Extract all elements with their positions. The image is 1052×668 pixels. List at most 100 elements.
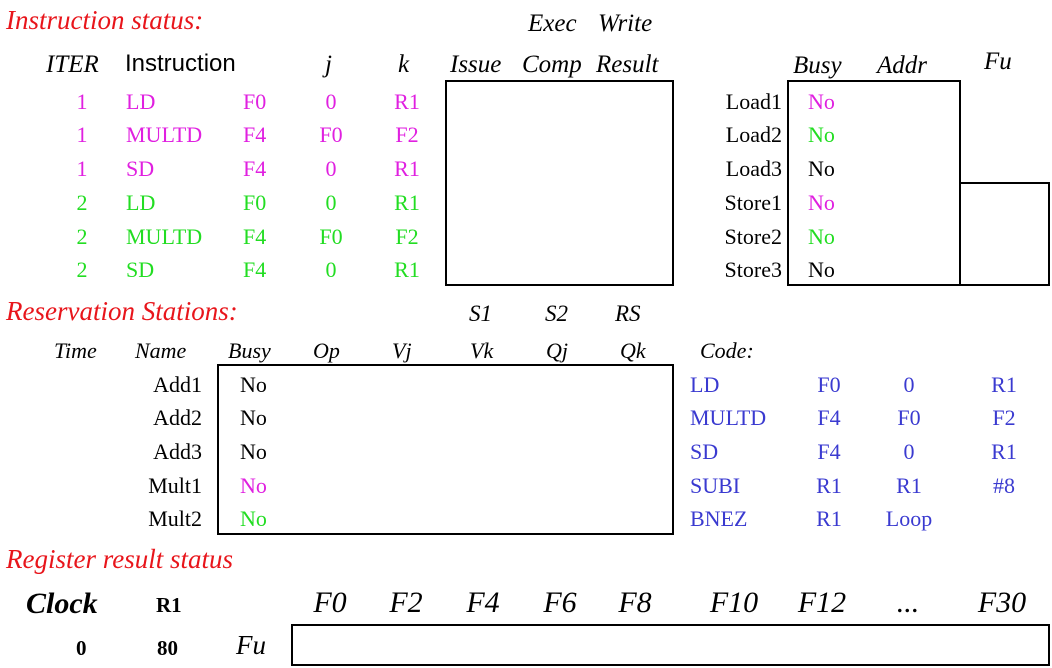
code-token: LD	[690, 372, 720, 397]
register-name: F8	[618, 586, 652, 619]
code-token: R1	[816, 506, 842, 531]
opcode: LD	[126, 89, 156, 114]
code-token: R1	[991, 439, 1017, 464]
code-token: #8	[993, 473, 1015, 498]
code-header: Code:	[700, 338, 754, 363]
instruction-status-heading: Instruction status:	[6, 5, 204, 35]
vj-header: Vj	[392, 338, 412, 363]
register-name: F10	[709, 586, 759, 619]
register-name: F2	[389, 586, 423, 619]
code-token: SUBI	[690, 473, 741, 498]
code-token: F0	[897, 405, 921, 430]
code-token: 0	[903, 372, 915, 397]
code-token: F0	[817, 372, 841, 397]
k-operand: R1	[394, 156, 420, 181]
k-operand: F2	[395, 122, 419, 147]
dest-register: F0	[243, 89, 267, 114]
station-busy: No	[240, 439, 267, 464]
station-name: Add3	[153, 439, 202, 464]
buffer-name: Load2	[725, 122, 782, 147]
reservation-stations-box	[217, 364, 674, 535]
r1-label: R1	[156, 593, 182, 617]
code-token: R1	[991, 372, 1017, 397]
issue-header: Issue	[450, 51, 502, 78]
j-operand: 0	[325, 156, 337, 181]
rs-header: RS	[615, 301, 641, 326]
busy-header-ls: Busy	[793, 52, 842, 79]
opcode: LD	[126, 190, 156, 215]
code-token: F4	[817, 405, 841, 430]
code-token: BNEZ	[690, 506, 748, 531]
buffer-name: Load1	[725, 89, 782, 114]
qk-header: Qk	[620, 338, 646, 363]
opcode: MULTD	[126, 122, 203, 147]
j-header: j	[325, 51, 332, 78]
store-fu-box	[959, 182, 1050, 286]
j-operand: 0	[325, 89, 337, 114]
code-token: SD	[690, 439, 719, 464]
code-token: F2	[992, 405, 1016, 430]
fu-header-ls: Fu	[984, 48, 1012, 75]
code-token: R1	[816, 473, 842, 498]
buffer-busy: No	[808, 89, 835, 114]
iter-number: 1	[76, 122, 88, 147]
register-name: F30	[977, 586, 1027, 619]
station-busy: No	[240, 506, 267, 531]
dest-register: F4	[243, 224, 267, 249]
name-header: Name	[135, 338, 187, 363]
write-label: Write	[598, 10, 653, 37]
k-header: k	[398, 51, 410, 78]
buffer-name: Store3	[724, 257, 782, 282]
buffer-busy: No	[808, 122, 835, 147]
k-operand: R1	[394, 190, 420, 215]
station-busy: No	[240, 473, 267, 498]
register-result-status-heading: Register result status	[6, 544, 233, 574]
clock-value: 0	[76, 636, 87, 660]
register-status-box	[291, 624, 1050, 666]
time-header: Time	[54, 338, 97, 363]
register-name: F12	[797, 586, 847, 619]
station-name: Mult2	[148, 506, 202, 531]
j-operand: F0	[319, 122, 343, 147]
opcode: SD	[126, 156, 155, 181]
buffer-busy: No	[808, 257, 835, 282]
dest-register: F4	[243, 122, 267, 147]
result-header: Result	[596, 51, 659, 78]
addr-header: Addr	[877, 52, 927, 79]
code-token: F4	[817, 439, 841, 464]
opcode: SD	[126, 257, 155, 282]
instruction-status-box	[445, 80, 674, 286]
k-operand: R1	[394, 257, 420, 282]
buffer-busy: No	[808, 224, 835, 249]
station-busy: No	[240, 405, 267, 430]
buffer-name: Store2	[724, 224, 782, 249]
k-operand: R1	[394, 89, 420, 114]
code-token: Loop	[885, 506, 933, 531]
s1-header: S1	[469, 301, 492, 326]
iter-number: 2	[76, 224, 88, 249]
buffer-name: Store1	[724, 190, 782, 215]
register-name: F6	[543, 586, 577, 619]
j-operand: 0	[325, 190, 337, 215]
k-operand: F2	[395, 224, 419, 249]
dest-register: F4	[243, 156, 267, 181]
iter-number: 1	[76, 156, 88, 181]
iter-number: 2	[76, 190, 88, 215]
code-token: 0	[903, 439, 915, 464]
vk-header: Vk	[470, 338, 494, 363]
r1-value: 80	[157, 636, 178, 660]
busy-header-rs: Busy	[228, 338, 271, 363]
opcode: MULTD	[126, 224, 203, 249]
instruction-header: Instruction	[125, 50, 236, 77]
code-token: R1	[896, 473, 922, 498]
load-store-box	[787, 80, 961, 286]
code-token: MULTD	[690, 405, 767, 430]
station-busy: No	[240, 372, 267, 397]
buffer-busy: No	[808, 190, 835, 215]
iter-header: ITER	[46, 51, 99, 78]
comp-header: Comp	[522, 51, 582, 78]
s2-header: S2	[545, 301, 568, 326]
dest-register: F4	[243, 257, 267, 282]
qj-header: Qj	[546, 338, 568, 363]
exec-label: Exec	[528, 10, 577, 37]
